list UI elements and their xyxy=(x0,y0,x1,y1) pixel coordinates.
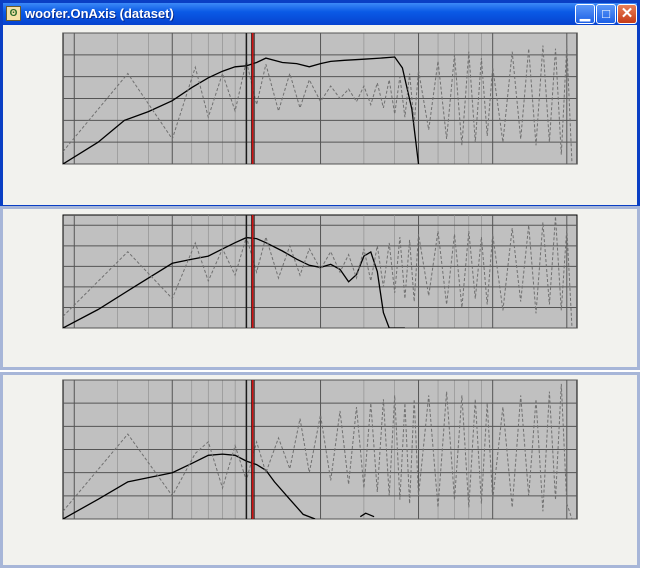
window-title: woofer.OnAxis (dataset) xyxy=(25,6,174,21)
title-bar[interactable]: ʘ woofer.OnAxis (dataset) ▁ □ ✕ xyxy=(3,3,637,25)
series-group xyxy=(63,216,573,328)
amplitude-trace xyxy=(359,512,375,518)
dataset-window-3[interactable] xyxy=(0,372,640,568)
series-group xyxy=(63,383,573,519)
frequency-response-chart-3[interactable] xyxy=(3,375,637,565)
phase-trace xyxy=(63,383,573,519)
dataset-window-2[interactable] xyxy=(0,206,640,370)
amplitude-trace xyxy=(63,453,316,519)
series-group xyxy=(63,45,573,164)
plot-area xyxy=(62,214,578,329)
app-icon[interactable]: ʘ xyxy=(6,6,21,21)
frequency-response-chart-2[interactable] xyxy=(3,209,637,367)
amplitude-trace xyxy=(63,56,420,164)
frequency-response-chart-1[interactable] xyxy=(3,3,637,205)
maximize-button[interactable]: □ xyxy=(596,4,616,24)
amplitude-trace xyxy=(63,236,405,328)
phase-trace xyxy=(63,45,573,164)
phase-trace xyxy=(63,216,573,328)
minimize-button[interactable]: ▁ xyxy=(575,4,595,24)
close-button[interactable]: ✕ xyxy=(617,4,637,24)
dataset-window-active[interactable]: ʘ woofer.OnAxis (dataset) ▁ □ ✕ xyxy=(0,0,640,208)
